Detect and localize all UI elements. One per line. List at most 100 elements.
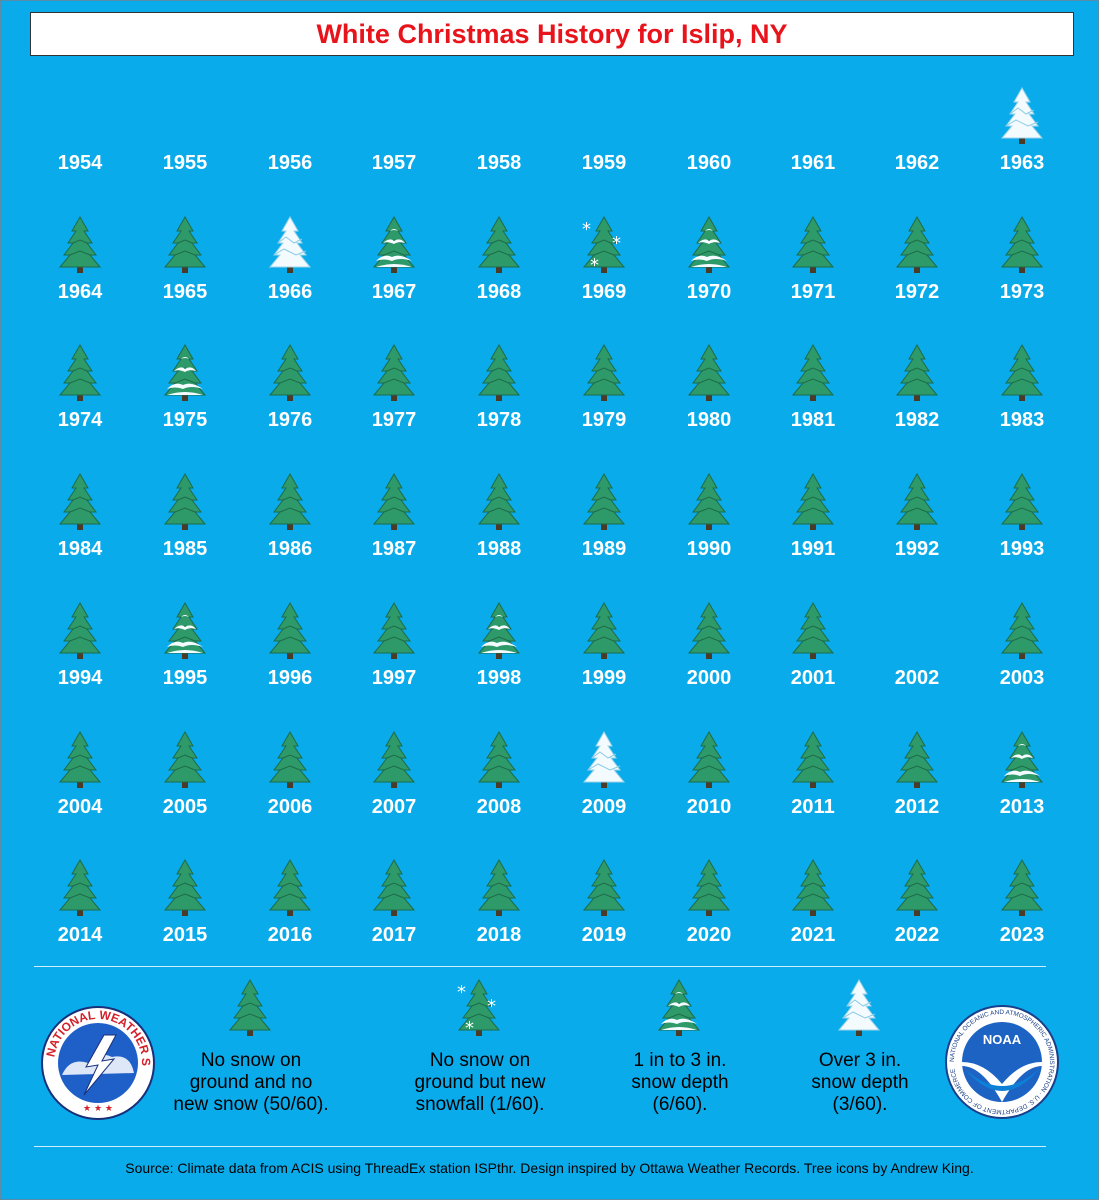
legend-over-line2: snow depth [811,1072,909,1093]
svg-text:*: * [487,996,496,1017]
year-label: 1994 [57,667,103,689]
year-cell-1964: 1964 [30,215,130,315]
year-label: 1983 [999,409,1045,431]
legend-none-line3: new snow (50/60). [173,1094,329,1115]
year-cell-2013: 2013 [972,730,1072,830]
year-label: 2020 [686,924,732,946]
svg-text:*: * [465,1018,474,1038]
year-label: 1990 [686,538,732,560]
year-label: 1954 [57,152,103,174]
year-label: 1985 [162,538,208,560]
divider-bottom [34,1146,1046,1147]
year-cell-2002: 2002 [867,601,967,701]
year-label: 1995 [162,667,208,689]
year-label: 1969 [581,281,627,303]
year-label: 1982 [894,409,940,431]
year-label: 1972 [894,281,940,303]
year-cell-1962: 1962 [867,86,967,186]
legend-new-line1: No snow on [429,1050,531,1071]
year-cell-1983: 1983 [972,343,1072,443]
year-label: 1973 [999,281,1045,303]
legend-new-line2: ground but new [414,1072,546,1093]
year-cell-2007: 2007 [344,730,444,830]
legend-label-new-snow: No snow on ground but new snowfall (1/60… [385,1050,575,1116]
year-cell-2005: 2005 [135,730,235,830]
year-cell-1974: 1974 [30,343,130,443]
year-label: 1971 [790,281,836,303]
svg-text:★ ★ ★: ★ ★ ★ [83,1104,113,1114]
year-label: 2021 [790,924,836,946]
year-cell-2022: 2022 [867,858,967,958]
year-cell-1999: 1999 [554,601,654,701]
year-label: 1978 [476,409,522,431]
year-label: 1955 [162,152,208,174]
year-label: 1979 [581,409,627,431]
year-cell-2010: 2010 [659,730,759,830]
year-label: 1992 [894,538,940,560]
year-cell-1993: 1993 [972,472,1072,572]
year-label: 2003 [999,667,1045,689]
year-label: 1998 [476,667,522,689]
year-cell-2008: 2008 [449,730,549,830]
year-label: 1975 [162,409,208,431]
year-label: 2007 [371,796,417,818]
year-cell-1959: 1959 [554,86,654,186]
year-cell-1995: 1995 [135,601,235,701]
svg-text:*: * [457,982,466,1003]
year-cell-2009: 2009 [554,730,654,830]
year-cell-2004: 2004 [30,730,130,830]
year-cell-2020: 2020 [659,858,759,958]
nws-logo: NATIONAL WEATHER SERVICE ★ ★ ★ [40,1005,155,1120]
year-label: 1986 [267,538,313,560]
legend-tree-over-three [835,978,883,1043]
year-label: 2004 [57,796,103,818]
year-label: 2014 [57,924,103,946]
year-cell-2018: 2018 [449,858,549,958]
year-label: 2010 [686,796,732,818]
year-cell-1989: 1989 [554,472,654,572]
year-cell-1960: 1960 [659,86,759,186]
year-cell-2012: 2012 [867,730,967,830]
year-cell-1956: 1956 [240,86,340,186]
svg-text:*: * [582,219,591,240]
year-label: 1968 [476,281,522,303]
year-cell-2019: 2019 [554,858,654,958]
year-cell-2006: 2006 [240,730,340,830]
year-label: 1956 [267,152,313,174]
year-cell-2011: 2011 [763,730,863,830]
year-cell-2015: 2015 [135,858,235,958]
year-label: 2002 [894,667,940,689]
year-label: 1976 [267,409,313,431]
year-cell-1997: 1997 [344,601,444,701]
svg-text:*: * [590,255,599,275]
year-cell-1991: 1991 [763,472,863,572]
legend-one-line3: (6/60). [652,1094,708,1115]
legend-tree-one-to-three [655,978,703,1043]
legend-over-line1: Over 3 in. [818,1050,902,1071]
year-cell-1963: 1963 [972,86,1072,186]
year-label: 1957 [371,152,417,174]
year-label: 1997 [371,667,417,689]
year-cell-2023: 2023 [972,858,1072,958]
svg-text:*: * [612,233,621,254]
year-label: 1962 [894,152,940,174]
year-cell-1981: 1981 [763,343,863,443]
year-cell-2021: 2021 [763,858,863,958]
year-cell-1986: 1986 [240,472,340,572]
year-label: 2001 [790,667,836,689]
year-label: 2019 [581,924,627,946]
year-label: 1991 [790,538,836,560]
year-cell-1987: 1987 [344,472,444,572]
year-label: 2008 [476,796,522,818]
year-cell-1988: 1988 [449,472,549,572]
year-cell-1969: * * * 1969 [554,215,654,315]
legend-tree-none [226,978,274,1043]
year-label: 1961 [790,152,836,174]
legend-none-line1: No snow on [200,1050,302,1071]
year-label: 1965 [162,281,208,303]
year-label: 2015 [162,924,208,946]
legend-one-line2: snow depth [631,1072,729,1093]
year-label: 1958 [476,152,522,174]
year-label: 2012 [894,796,940,818]
legend-tree-new-snow: * * * [455,978,503,1043]
